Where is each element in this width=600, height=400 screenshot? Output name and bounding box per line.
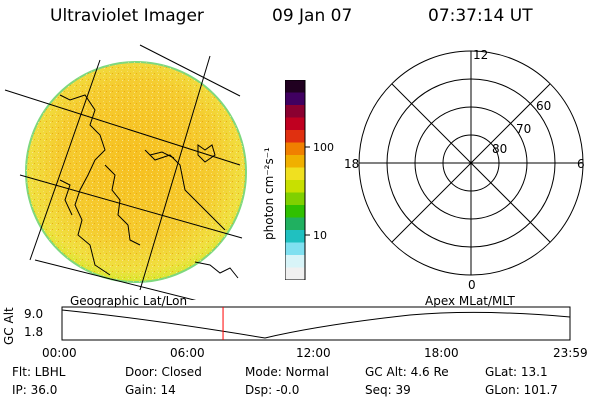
polar-label-12: 12 [473, 48, 488, 62]
colorbar-cell [285, 217, 305, 231]
colorbar-cell [285, 255, 305, 268]
polar-plot: 12 18 6 0 60 70 80 [344, 48, 585, 292]
colorbar-cell [285, 192, 305, 206]
status-seq: Seq: 39 [365, 383, 411, 397]
timeline-y-tick-top: 9.0 [24, 307, 44, 321]
timeline-y-title: GC Alt [2, 307, 16, 345]
status-gc-alt: GC Alt: 4.6 Re [365, 365, 449, 379]
lat-lon-grid [4, 44, 243, 300]
colorbar-cell [285, 205, 305, 218]
polar-diagonal-2 [391, 83, 551, 243]
polar-lat-label-60: 60 [536, 99, 551, 113]
polar-label-18: 18 [344, 157, 359, 171]
polar-lat-label-70: 70 [516, 122, 531, 136]
x-tick-2359: 23:59 [553, 346, 588, 360]
auroral-image [4, 44, 247, 300]
colorbar-cell [285, 142, 305, 156]
x-tick-0600: 06:00 [170, 346, 205, 360]
polar-lat-label-80: 80 [492, 142, 507, 156]
altitude-curve [61, 309, 571, 339]
colorbar-cell [285, 130, 305, 143]
status-gain: Gain: 14 [125, 383, 176, 397]
timeline-frame [61, 306, 571, 341]
polar-label-6: 6 [577, 157, 585, 171]
colorbar-units-label: photon cm⁻²s⁻¹ [262, 147, 276, 240]
status-flt: Flt: LBHL [12, 365, 66, 379]
colorbar-cell [285, 242, 305, 256]
x-tick-1200: 12:00 [296, 346, 331, 360]
colorbar-tick-label-10: 10 [313, 229, 327, 242]
status-door: Door: Closed [125, 365, 202, 379]
colorbar-cell [285, 167, 305, 181]
colorbar-scale [285, 80, 305, 280]
time-label: 07:37:14 UT [428, 6, 533, 26]
colorbar-cell [285, 230, 305, 243]
coastline [59, 94, 241, 276]
colorbar-cell [285, 267, 305, 280]
colorbar-cell [285, 92, 305, 106]
x-tick-1800: 18:00 [424, 346, 459, 360]
colorbar-cell [285, 80, 305, 93]
timeline-apex-label: Apex MLat/MLT [425, 294, 515, 308]
status-dsp: Dsp: -0.0 [245, 383, 300, 397]
colorbar-cell [285, 155, 305, 168]
status-glat: GLat: 13.1 [485, 365, 548, 379]
timeline-y-tick-bottom: 1.8 [24, 325, 44, 339]
colorbar-cell [285, 180, 305, 193]
date-label: 09 Jan 07 [272, 6, 353, 26]
colorbar-frame [285, 80, 306, 280]
timeline-geo-label: Geographic Lat/Lon [70, 294, 188, 308]
colorbar-cell [285, 117, 305, 131]
colorbar-cell [285, 105, 305, 118]
colorbar-tick-label-100: 100 [313, 141, 334, 154]
colorbar: 100 10 [285, 80, 334, 280]
status-glon: GLon: 101.7 [485, 383, 558, 397]
instrument-title: Ultraviolet Imager [50, 6, 204, 26]
status-mode: Mode: Normal [245, 365, 329, 379]
timeline-plot [61, 306, 571, 341]
polar-label-0: 0 [468, 278, 476, 292]
status-ip: IP: 36.0 [12, 383, 58, 397]
x-tick-0000: 00:00 [42, 346, 77, 360]
